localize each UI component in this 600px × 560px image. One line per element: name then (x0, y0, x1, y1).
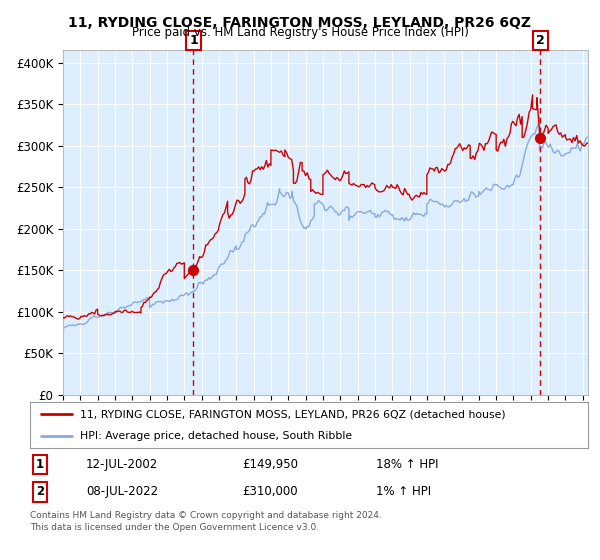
Text: 1: 1 (36, 458, 44, 471)
Text: 12-JUL-2002: 12-JUL-2002 (86, 458, 158, 471)
Text: HPI: Average price, detached house, South Ribble: HPI: Average price, detached house, Sout… (80, 431, 352, 441)
Text: 11, RYDING CLOSE, FARINGTON MOSS, LEYLAND, PR26 6QZ: 11, RYDING CLOSE, FARINGTON MOSS, LEYLAN… (68, 16, 532, 30)
Text: 1: 1 (189, 34, 198, 47)
Text: £310,000: £310,000 (242, 486, 298, 498)
Text: Price paid vs. HM Land Registry's House Price Index (HPI): Price paid vs. HM Land Registry's House … (131, 26, 469, 39)
Text: Contains HM Land Registry data © Crown copyright and database right 2024.
This d: Contains HM Land Registry data © Crown c… (30, 511, 382, 531)
Text: 08-JUL-2022: 08-JUL-2022 (86, 486, 158, 498)
Text: 11, RYDING CLOSE, FARINGTON MOSS, LEYLAND, PR26 6QZ (detached house): 11, RYDING CLOSE, FARINGTON MOSS, LEYLAN… (80, 409, 506, 419)
Text: 1% ↑ HPI: 1% ↑ HPI (376, 486, 431, 498)
Text: 2: 2 (536, 34, 544, 47)
Text: 18% ↑ HPI: 18% ↑ HPI (376, 458, 439, 471)
Text: 2: 2 (36, 486, 44, 498)
Text: £149,950: £149,950 (242, 458, 298, 471)
